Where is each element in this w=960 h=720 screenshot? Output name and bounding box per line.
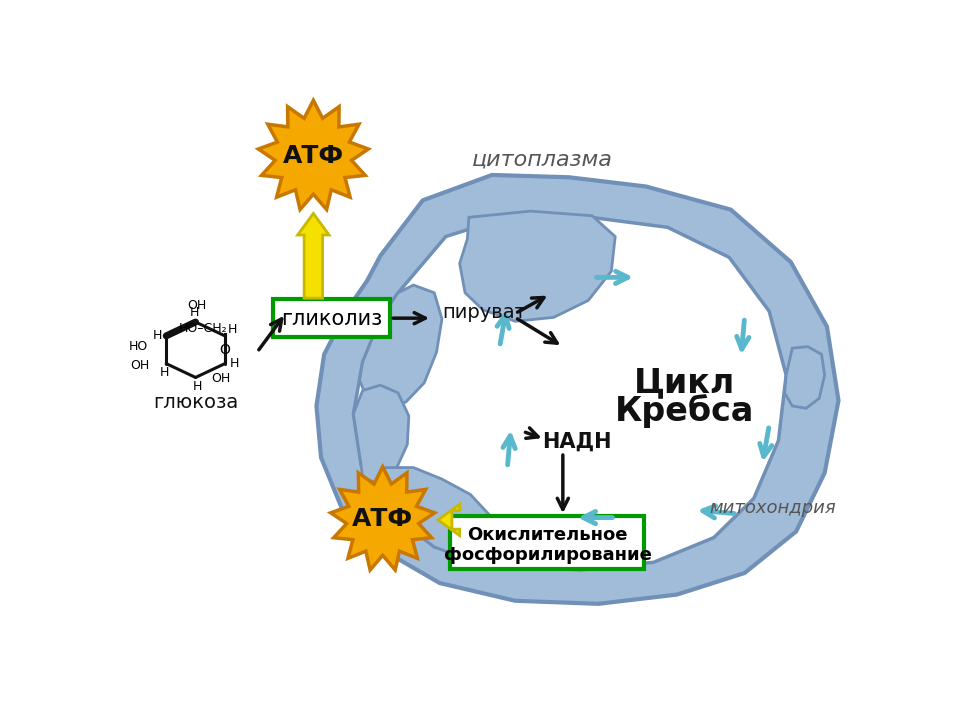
Text: цитоплазма: цитоплазма — [471, 150, 612, 169]
Text: H: H — [153, 329, 161, 343]
Polygon shape — [460, 211, 615, 321]
Text: митохондрия: митохондрия — [709, 500, 836, 518]
Text: H: H — [229, 357, 239, 370]
Text: АТФ: АТФ — [352, 507, 413, 531]
Text: H: H — [228, 323, 237, 336]
Polygon shape — [330, 467, 435, 570]
Text: HO–CH₂: HO–CH₂ — [179, 322, 228, 335]
Text: гликолиз: гликолиз — [281, 309, 382, 329]
Text: OH: OH — [211, 372, 230, 385]
Polygon shape — [258, 100, 369, 210]
Text: АТФ: АТФ — [283, 144, 344, 168]
FancyBboxPatch shape — [274, 299, 391, 338]
Text: H: H — [189, 306, 199, 319]
Text: OH: OH — [187, 299, 206, 312]
Polygon shape — [353, 216, 786, 570]
Text: H: H — [192, 380, 202, 393]
Text: пируват: пируват — [442, 303, 526, 323]
Text: Кребса: Кребса — [614, 395, 755, 428]
Polygon shape — [372, 467, 504, 565]
Polygon shape — [298, 213, 329, 298]
Text: O: O — [220, 343, 230, 356]
Text: фосфорилирование: фосфорилирование — [444, 546, 652, 564]
Polygon shape — [784, 346, 825, 408]
Text: глюкоза: глюкоза — [153, 392, 238, 412]
Text: НАДН: НАДН — [542, 432, 612, 452]
Polygon shape — [353, 385, 409, 483]
FancyBboxPatch shape — [450, 516, 644, 570]
Polygon shape — [317, 175, 838, 604]
Text: OH: OH — [130, 359, 149, 372]
Text: Цикл: Цикл — [634, 366, 735, 400]
Text: H: H — [160, 366, 169, 379]
Text: HO: HO — [129, 340, 148, 353]
Polygon shape — [438, 504, 460, 536]
Text: Окислительное: Окислительное — [468, 526, 628, 544]
Polygon shape — [360, 285, 442, 408]
